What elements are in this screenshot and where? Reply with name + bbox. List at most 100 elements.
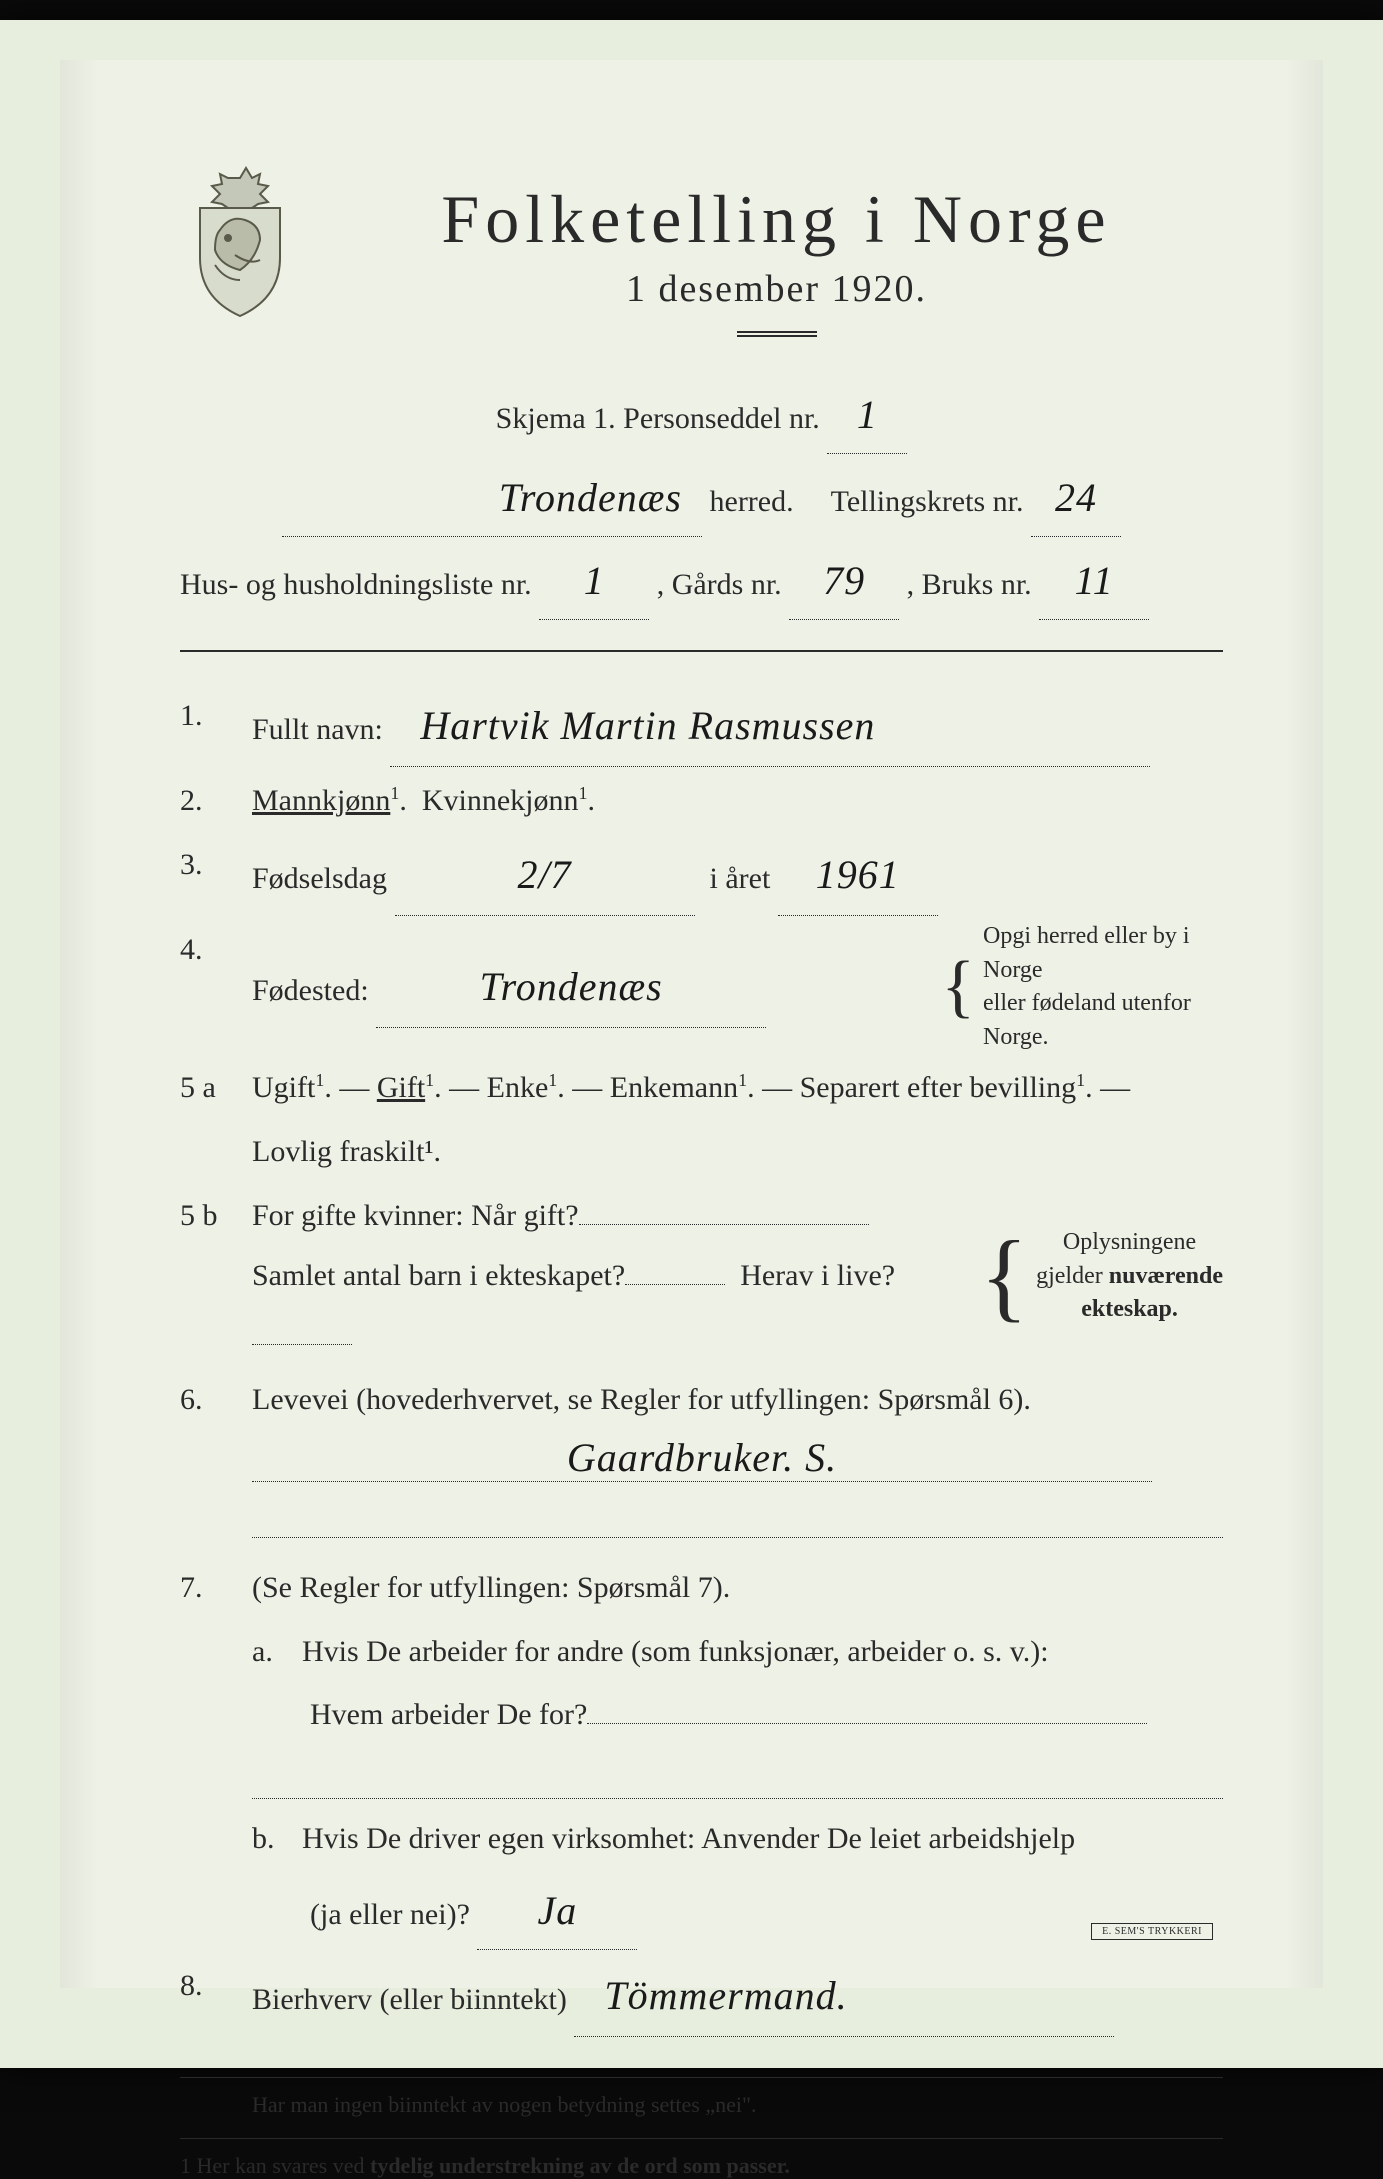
footnote-1: Har man ingen biinntekt av nogen betydni… xyxy=(180,2092,1223,2118)
q8-body: Bierhverv (eller biinntekt) Tömmermand. xyxy=(252,1956,1223,2037)
q7-num: 7. xyxy=(180,1558,252,1618)
q3-row: 3. Fødselsdag 2/7 i året 1961 xyxy=(180,835,1223,916)
q6-row: 6. Levevei (hovederhvervet, se Regler fo… xyxy=(180,1370,1223,1430)
q6-blank xyxy=(180,1488,1223,1538)
q1-body: Fullt navn: Hartvik Martin Rasmussen xyxy=(252,686,1223,767)
q7a-l2: Hvem arbeider De for? xyxy=(310,1698,587,1731)
main-title: Folketelling i Norge xyxy=(330,180,1223,259)
q2-sup1: 1 xyxy=(390,783,399,803)
q4-note1: Opgi herred eller by i Norge xyxy=(983,920,1223,987)
q5b-l1: For gifte kvinner: Når gift? xyxy=(252,1186,980,1246)
q7a-fill xyxy=(587,1723,1147,1724)
q7b-value: Ja xyxy=(477,1873,637,1950)
q8-num: 8. xyxy=(180,1956,252,2037)
q7b-l2-row: (ja eller nei)? Ja xyxy=(180,1873,1223,1950)
q5b-l1a: For gifte kvinner: Når gift? xyxy=(252,1199,579,1232)
hus-nr: 1 xyxy=(539,543,649,620)
q5a-line2: Lovlig fraskilt¹. xyxy=(252,1122,1223,1182)
q4-main: Fødested: Trondenæs xyxy=(252,947,941,1028)
q6-label: Levevei (hovederhvervet, se Regler for u… xyxy=(252,1383,1031,1416)
herred-line: Trondenæs herred. Tellingskrets nr. 24 xyxy=(180,460,1223,537)
q4-note2: eller fødeland utenfor Norge. xyxy=(983,987,1223,1054)
form-sheet: Folketelling i Norge 1 desember 1920. Sk… xyxy=(60,60,1323,1988)
foot2-bold: tydelig understrekning av de ord som pas… xyxy=(370,2153,790,2178)
q6-value-line: Gaardbruker. S. xyxy=(180,1434,1223,1482)
q5a-row: 5 a Ugift1. — Gift1. — Enke1. — Enkemann… xyxy=(180,1058,1223,1118)
foot2-pre: 1 Her kan svares ved xyxy=(180,2153,370,2178)
q4-row: 4. Fødested: Trondenæs { Opgi herred ell… xyxy=(180,920,1223,1054)
q6-num: 6. xyxy=(180,1370,252,1430)
q5a-row2: Lovlig fraskilt¹. xyxy=(180,1122,1223,1182)
q3-mid: i året xyxy=(710,862,771,895)
q2-body: Mannkjønn1. Kvinnekjønn1. xyxy=(252,771,1223,831)
q7a-blank xyxy=(180,1749,1223,1799)
q7b-label: b. xyxy=(252,1809,302,1869)
herred-value: Trondenæs xyxy=(282,460,702,537)
coat-of-arms-icon xyxy=(180,160,300,320)
q5b-gift-fill xyxy=(579,1224,869,1225)
tellingskrets-nr: 24 xyxy=(1031,460,1121,537)
header: Folketelling i Norge 1 desember 1920. xyxy=(180,160,1223,367)
q2-kvinne: Kvinnekjønn xyxy=(422,784,579,817)
q5b-l2: Samlet antal barn i ekteskapet? Herav i … xyxy=(252,1246,980,1366)
skjema-line: Skjema 1. Personseddel nr. 1 xyxy=(180,377,1223,454)
q7b-l2: (ja eller nei)? xyxy=(310,1898,470,1931)
q5b-note2: gjelder nuværende xyxy=(1036,1260,1223,1294)
q4-body: Fødested: Trondenæs { Opgi herred eller … xyxy=(252,920,1223,1054)
title-divider xyxy=(737,331,817,337)
q6-body: Levevei (hovederhvervet, se Regler for u… xyxy=(252,1370,1223,1430)
q5b-main: For gifte kvinner: Når gift? Samlet anta… xyxy=(252,1186,980,1366)
q2-row: 2. Mannkjønn1. Kvinnekjønn1. xyxy=(180,771,1223,831)
tellingskrets-label: Tellingskrets nr. xyxy=(831,485,1024,518)
q5b-note3: ekteskap. xyxy=(1036,1293,1223,1327)
q5a-body: Ugift1. — Gift1. — Enke1. — Enkemann1. —… xyxy=(252,1058,1223,1118)
q2-mann: Mannkjønn xyxy=(252,784,390,817)
q4-note: Opgi herred eller by i Norge eller fødel… xyxy=(983,920,1223,1054)
q1-label: Fullt navn: xyxy=(252,713,383,746)
q8-row: 8. Bierhverv (eller biinntekt) Tömmerman… xyxy=(180,1956,1223,2037)
q3-num: 3. xyxy=(180,835,252,916)
q7a-blank-fill xyxy=(252,1749,1223,1799)
q5b-body: For gifte kvinner: Når gift? Samlet anta… xyxy=(252,1186,1223,1366)
q8-value: Tömmermand. xyxy=(574,1956,1114,2037)
q7-row: 7. (Se Regler for utfyllingen: Spørsmål … xyxy=(180,1558,1223,1618)
title-block: Folketelling i Norge 1 desember 1920. xyxy=(330,160,1223,367)
q7-intro: (Se Regler for utfyllingen: Spørsmål 7). xyxy=(252,1558,1223,1618)
q8-label: Bierhverv (eller biinntekt) xyxy=(252,1983,567,2016)
brace-icon: { xyxy=(980,1236,1028,1316)
gards-label: , Gårds nr. xyxy=(657,568,782,601)
q5b-l2a: Samlet antal barn i ekteskapet? xyxy=(252,1259,625,1292)
q1-num: 1. xyxy=(180,686,252,767)
q5b-barn-fill xyxy=(625,1284,725,1285)
brace-icon: { xyxy=(941,959,975,1015)
bruks-label: , Bruks nr. xyxy=(907,568,1032,601)
hus-label: Hus- og husholdningsliste nr. xyxy=(180,568,532,601)
q5b-note: Oplysningene gjelder nuværende ekteskap. xyxy=(1036,1226,1223,1327)
herred-label: herred. xyxy=(710,485,794,518)
q5b-brace-block: { Oplysningene gjelder nuværende ekteska… xyxy=(980,1226,1223,1327)
q3-label: Fødselsdag xyxy=(252,862,387,895)
gards-nr: 79 xyxy=(789,543,899,620)
scanned-page: Folketelling i Norge 1 desember 1920. Sk… xyxy=(0,20,1383,2068)
q4-num: 4. xyxy=(180,920,252,1054)
q2-num: 2. xyxy=(180,771,252,831)
q4-value: Trondenæs xyxy=(376,947,766,1028)
q7b-l1: Hvis De driver egen virksomhet: Anvender… xyxy=(302,1809,1075,1869)
personseddel-nr: 1 xyxy=(827,377,907,454)
q7b-row: b. Hvis De driver egen virksomhet: Anven… xyxy=(180,1809,1223,1869)
main-divider xyxy=(180,650,1223,652)
q3-day: 2/7 xyxy=(395,835,695,916)
q5b-row: 5 b For gifte kvinner: Når gift? Samlet … xyxy=(180,1186,1223,1366)
q5a-num: 5 a xyxy=(180,1058,252,1118)
printer-mark: E. SEM'S TRYKKERI xyxy=(1091,1923,1213,1940)
q7a-l1: Hvis De arbeider for andre (som funksjon… xyxy=(302,1622,1049,1682)
q7a-l2-row: Hvem arbeider De for? xyxy=(180,1686,1223,1743)
foot-divider-1 xyxy=(180,2077,1223,2078)
q5a-gift: Gift xyxy=(377,1071,425,1104)
q2-sup2: 1 xyxy=(578,783,587,803)
q6-value: Gaardbruker. S. xyxy=(252,1434,1152,1482)
q5b-live-fill xyxy=(252,1344,352,1345)
q7a-row: a. Hvis De arbeider for andre (som funks… xyxy=(180,1622,1223,1682)
subtitle: 1 desember 1920. xyxy=(330,267,1223,311)
foot-divider-2 xyxy=(180,2138,1223,2139)
